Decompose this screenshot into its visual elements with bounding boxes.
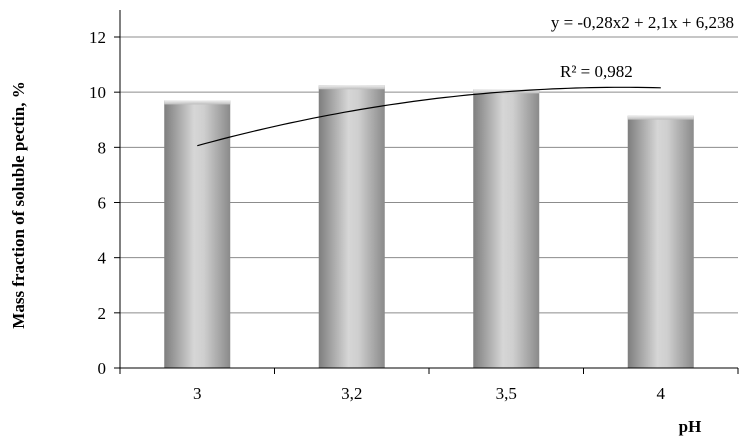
x-tick-label: 3,2	[341, 384, 362, 403]
x-tick-label: 3,5	[496, 384, 517, 403]
axes	[119, 10, 739, 374]
bar-cap	[164, 100, 231, 105]
bar-body	[473, 89, 540, 369]
bar-body	[318, 85, 385, 368]
y-tick-label: 0	[98, 359, 107, 378]
bar-3	[164, 100, 231, 369]
bar-3,2	[318, 85, 385, 368]
bars	[164, 85, 694, 369]
y-tick-label: 6	[98, 194, 107, 213]
y-tick-label: 10	[89, 83, 106, 102]
r-squared-label: R² = 0,982	[560, 62, 633, 81]
y-tick-label: 8	[98, 138, 107, 157]
y-tick-label: 2	[98, 304, 107, 323]
y-tick-label: 12	[89, 28, 106, 47]
x-tick-label: 3	[193, 384, 202, 403]
bar-body	[164, 100, 231, 369]
bar-body	[627, 115, 694, 368]
trendline	[197, 86, 661, 147]
y-axis-label: Mass fraction of soluble pectin, %	[9, 81, 28, 328]
x-tick-label: 4	[657, 384, 666, 403]
y-tick-label: 4	[98, 249, 107, 268]
bar-cap	[318, 85, 385, 90]
x-tick-labels: 3 3,2 3,5 4	[193, 384, 666, 403]
y-tick-labels: 0 2 4 6 8 10 12	[89, 28, 107, 378]
bar-3,5	[473, 89, 540, 369]
bar-cap	[627, 115, 694, 120]
x-axis-label: pH	[679, 417, 702, 436]
trendline-equation: y = -0,28x2 + 2,1x + 6,238	[551, 13, 734, 32]
bar-4	[627, 115, 694, 368]
